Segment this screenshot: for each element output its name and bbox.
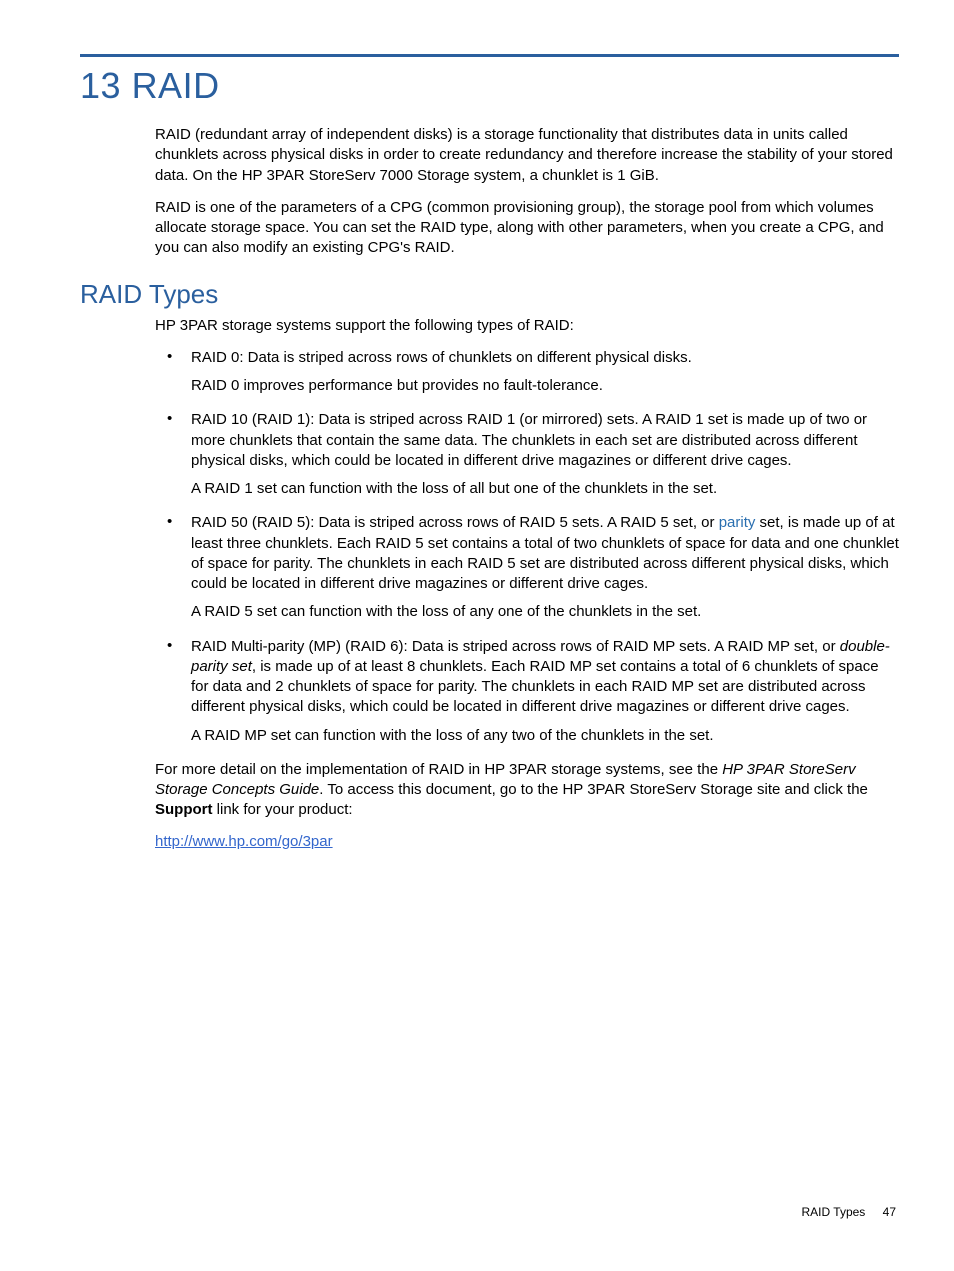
list-item: RAID Multi-parity (MP) (RAID 6): Data is… [155,637,899,746]
page-number: 47 [883,1205,896,1219]
text: , is made up of at least 8 chunklets. Ea… [191,658,879,716]
external-url-link[interactable]: http://www.hp.com/go/3par [155,833,333,850]
footer-label: RAID Types [801,1205,865,1219]
text: RAID Multi-parity (MP) (RAID 6): Data is… [191,638,840,655]
text: link for your product: [213,801,353,818]
list-item-p1: RAID Multi-parity (MP) (RAID 6): Data is… [191,637,899,718]
intro-block: RAID (redundant array of independent dis… [155,125,899,259]
list-item: RAID 0: Data is striped across rows of c… [155,348,899,397]
text: . To access this document, go to the HP … [319,781,868,798]
top-rule [80,54,899,57]
parity-link[interactable]: parity [719,514,756,531]
intro-paragraph-2: RAID is one of the parameters of a CPG (… [155,198,899,259]
chapter-title: RAID [132,65,220,106]
section-lead: HP 3PAR storage systems support the foll… [155,316,899,336]
text: For more detail on the implementation of… [155,761,722,778]
tail-paragraph: For more detail on the implementation of… [155,760,899,821]
list-item-p2: RAID 0 improves performance but provides… [191,376,899,396]
list-item: RAID 10 (RAID 1): Data is striped across… [155,410,899,499]
list-item-p1: RAID 10 (RAID 1): Data is striped across… [191,410,899,471]
list-item-p2: A RAID 1 set can function with the loss … [191,479,899,499]
support-bold: Support [155,801,213,818]
list-item-p1: RAID 50 (RAID 5): Data is striped across… [191,513,899,594]
intro-paragraph-1: RAID (redundant array of independent dis… [155,125,899,186]
list-item-p1: RAID 0: Data is striped across rows of c… [191,348,899,368]
list-item-p2: A RAID 5 set can function with the loss … [191,602,899,622]
raid-list: RAID 0: Data is striped across rows of c… [155,348,899,746]
list-item: RAID 50 (RAID 5): Data is striped across… [155,513,899,622]
chapter-heading: 13 RAID [80,65,899,107]
chapter-number: 13 [80,65,121,106]
section-heading: RAID Types [80,279,899,310]
page-footer: RAID Types 47 [801,1205,896,1219]
section-block: HP 3PAR storage systems support the foll… [155,316,899,851]
list-item-p2: A RAID MP set can function with the loss… [191,726,899,746]
text: RAID 50 (RAID 5): Data is striped across… [191,514,719,531]
